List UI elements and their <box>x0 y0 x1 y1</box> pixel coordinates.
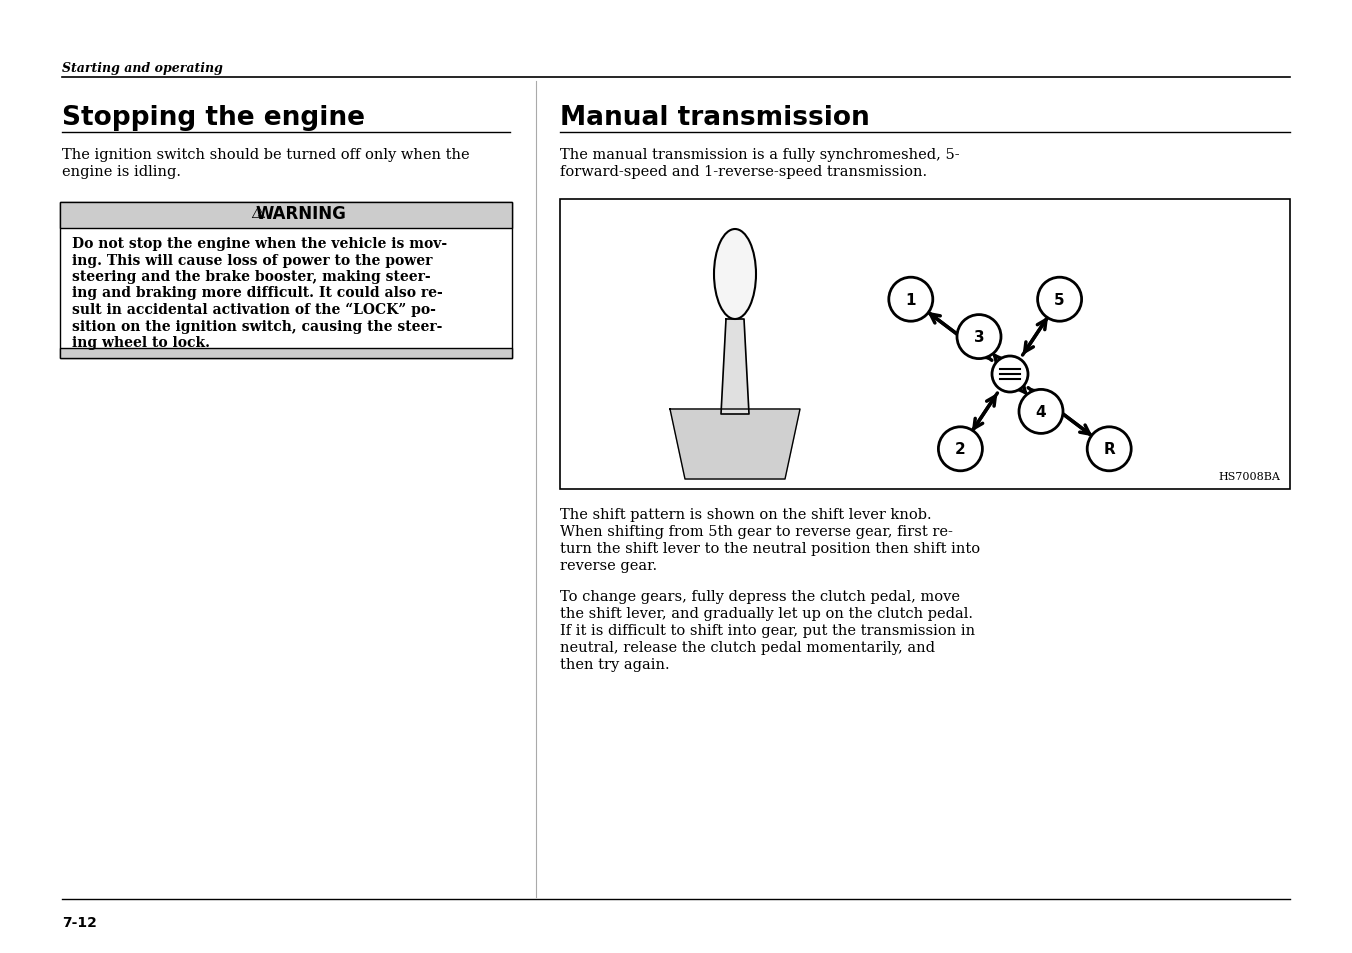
Text: ing and braking more difficult. It could also re-: ing and braking more difficult. It could… <box>72 286 442 300</box>
Text: 5: 5 <box>1055 293 1065 308</box>
Circle shape <box>1087 427 1132 472</box>
Text: 4: 4 <box>1036 404 1046 419</box>
Text: 3: 3 <box>973 330 984 345</box>
Text: When shifting from 5th gear to reverse gear, first re-: When shifting from 5th gear to reverse g… <box>560 524 953 538</box>
Text: If it is difficult to shift into gear, put the transmission in: If it is difficult to shift into gear, p… <box>560 623 975 638</box>
Text: 7-12: 7-12 <box>62 915 97 929</box>
Text: ing. This will cause loss of power to the power: ing. This will cause loss of power to th… <box>72 253 433 267</box>
Text: forward-speed and 1-reverse-speed transmission.: forward-speed and 1-reverse-speed transm… <box>560 165 927 179</box>
Text: 2: 2 <box>955 442 965 456</box>
Ellipse shape <box>714 230 756 319</box>
Text: then try again.: then try again. <box>560 658 669 671</box>
Bar <box>59 203 512 229</box>
Text: ing wheel to lock.: ing wheel to lock. <box>72 335 210 350</box>
Text: To change gears, fully depress the clutch pedal, move: To change gears, fully depress the clutc… <box>560 589 960 603</box>
Polygon shape <box>721 319 749 415</box>
Polygon shape <box>671 410 800 479</box>
Text: Starting and operating: Starting and operating <box>62 62 223 75</box>
Text: The shift pattern is shown on the shift lever knob.: The shift pattern is shown on the shift … <box>560 507 932 521</box>
Text: sult in accidental activation of the “LOCK” po-: sult in accidental activation of the “LO… <box>72 303 435 317</box>
Circle shape <box>957 315 1000 359</box>
Text: Manual transmission: Manual transmission <box>560 105 869 131</box>
Text: reverse gear.: reverse gear. <box>560 558 657 573</box>
Circle shape <box>992 356 1028 393</box>
Text: turn the shift lever to the neutral position then shift into: turn the shift lever to the neutral posi… <box>560 541 980 556</box>
Bar <box>560 200 1290 490</box>
Text: engine is idling.: engine is idling. <box>62 165 181 179</box>
Text: R: R <box>1103 442 1115 456</box>
Text: HS7008BA: HS7008BA <box>1218 472 1280 481</box>
Text: sition on the ignition switch, causing the steer-: sition on the ignition switch, causing t… <box>72 319 442 334</box>
Circle shape <box>1037 278 1082 322</box>
Text: The ignition switch should be turned off only when the: The ignition switch should be turned off… <box>62 148 469 162</box>
Text: WARNING: WARNING <box>256 205 346 223</box>
Text: ⚠: ⚠ <box>250 204 265 222</box>
Circle shape <box>888 278 933 322</box>
Text: 1: 1 <box>906 293 917 308</box>
Text: Do not stop the engine when the vehicle is mov-: Do not stop the engine when the vehicle … <box>72 236 448 251</box>
Bar <box>59 203 512 358</box>
Text: The manual transmission is a fully synchromeshed, 5-: The manual transmission is a fully synch… <box>560 148 960 162</box>
Circle shape <box>938 427 983 472</box>
Circle shape <box>1019 390 1063 434</box>
Text: Stopping the engine: Stopping the engine <box>62 105 365 131</box>
Text: the shift lever, and gradually let up on the clutch pedal.: the shift lever, and gradually let up on… <box>560 606 973 620</box>
Bar <box>59 349 512 358</box>
Text: neutral, release the clutch pedal momentarily, and: neutral, release the clutch pedal moment… <box>560 640 936 655</box>
Text: steering and the brake booster, making steer-: steering and the brake booster, making s… <box>72 270 431 284</box>
